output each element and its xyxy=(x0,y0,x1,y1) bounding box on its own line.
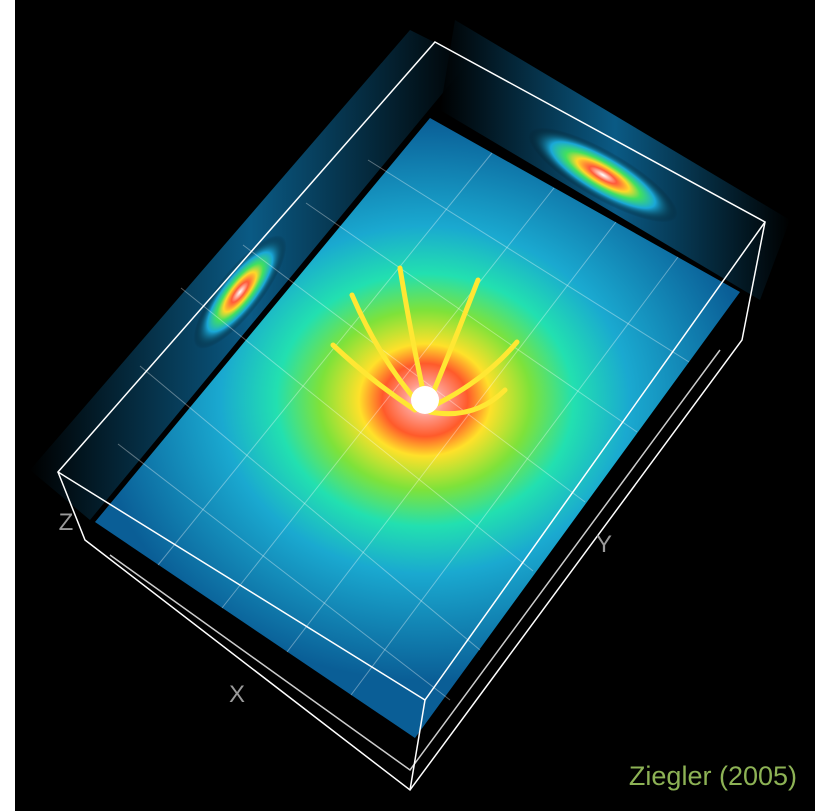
axis-label-y: Y xyxy=(596,531,612,558)
credit: Ziegler (2005) xyxy=(629,761,797,791)
visualization: Z Y X Ziegler (2005) xyxy=(0,0,815,811)
page: Z Y X Ziegler (2005) (() => { const data… xyxy=(0,0,815,811)
source-point xyxy=(411,386,439,414)
axis-label-z: Z xyxy=(59,509,74,536)
axis-label-x: X xyxy=(229,681,245,708)
